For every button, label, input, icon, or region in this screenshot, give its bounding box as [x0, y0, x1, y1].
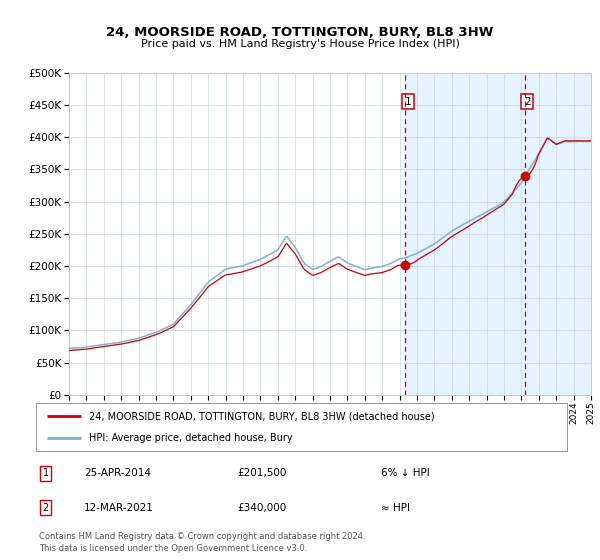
- Bar: [405, 73, 591, 395]
- Text: HPI: Average price, detached house, Bury: HPI: Average price, detached house, Bury: [89, 433, 293, 443]
- Text: £201,500: £201,500: [238, 468, 287, 478]
- Text: Contains HM Land Registry data © Crown copyright and database right 2024.
This d: Contains HM Land Registry data © Crown c…: [39, 533, 365, 553]
- Text: 2: 2: [43, 503, 49, 513]
- Text: Price paid vs. HM Land Registry's House Price Index (HPI): Price paid vs. HM Land Registry's House …: [140, 39, 460, 49]
- Text: 1: 1: [43, 468, 49, 478]
- Text: 24, MOORSIDE ROAD, TOTTINGTON, BURY, BL8 3HW (detached house): 24, MOORSIDE ROAD, TOTTINGTON, BURY, BL8…: [89, 411, 435, 421]
- Text: 1: 1: [404, 97, 411, 107]
- Text: 12-MAR-2021: 12-MAR-2021: [84, 503, 154, 513]
- Text: £340,000: £340,000: [238, 503, 287, 513]
- Text: 6% ↓ HPI: 6% ↓ HPI: [381, 468, 430, 478]
- Text: 24, MOORSIDE ROAD, TOTTINGTON, BURY, BL8 3HW: 24, MOORSIDE ROAD, TOTTINGTON, BURY, BL8…: [106, 26, 494, 39]
- Text: 25-APR-2014: 25-APR-2014: [84, 468, 151, 478]
- Text: ≈ HPI: ≈ HPI: [381, 503, 410, 513]
- Text: 2: 2: [524, 97, 530, 107]
